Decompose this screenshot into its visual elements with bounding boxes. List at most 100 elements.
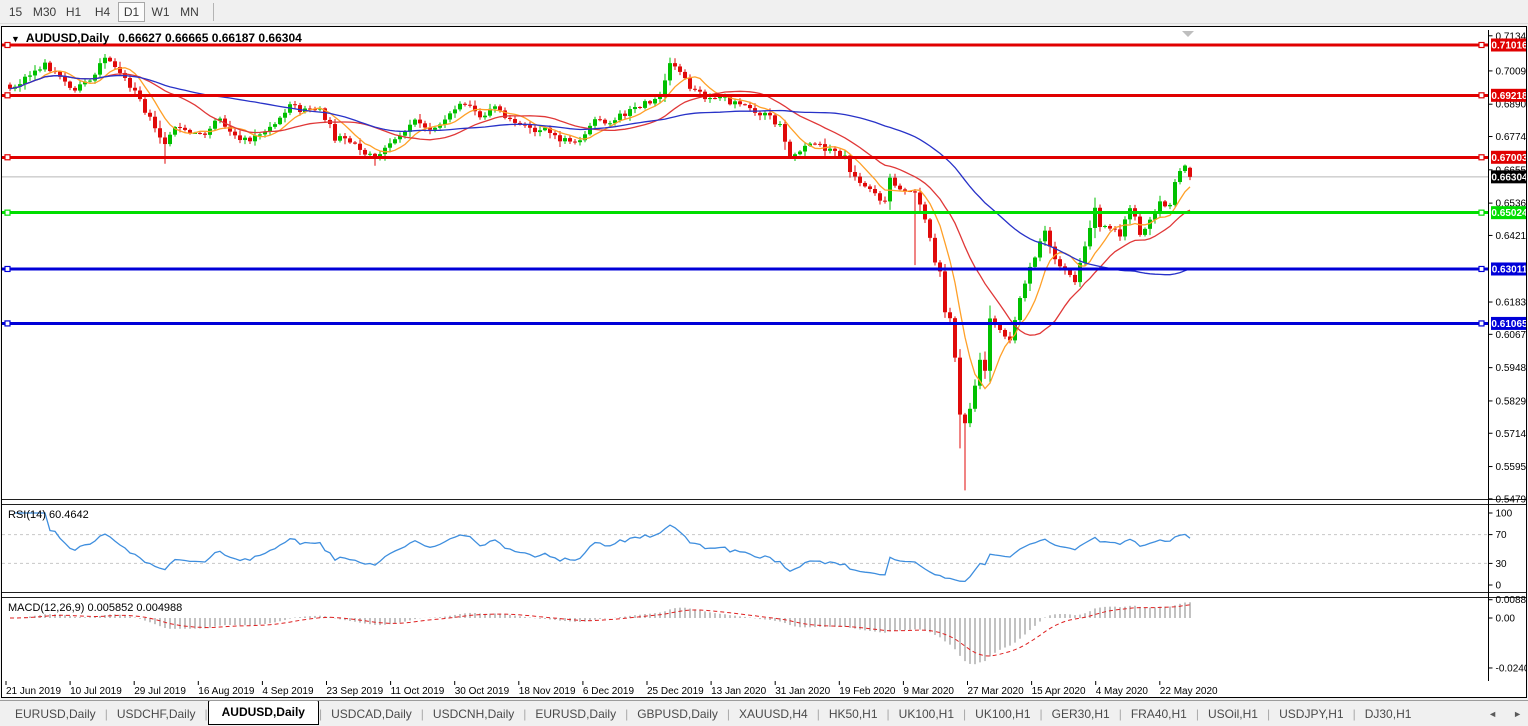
candle-body <box>238 135 242 141</box>
candle-body <box>638 106 642 108</box>
timeframe-button-h4[interactable]: H4 <box>94 4 111 19</box>
candle-body <box>113 61 117 67</box>
hline-0.71016[interactable] <box>2 41 1489 49</box>
pane-divider[interactable] <box>2 499 1526 505</box>
candle-body <box>243 137 247 141</box>
candle-body <box>933 237 937 263</box>
chart-tab-uk100-h1[interactable]: UK100,H1 <box>975 706 1031 721</box>
hline-handle[interactable] <box>4 41 11 49</box>
timeframe-button-15[interactable]: 15 <box>8 4 23 19</box>
candle-body <box>338 136 342 141</box>
candle-body <box>183 127 187 130</box>
candle-body <box>808 143 812 146</box>
timeframe-button-w1[interactable]: W1 <box>151 4 170 19</box>
chart-canvas[interactable]: 0.713450.700900.689000.677450.665550.653… <box>2 27 1528 697</box>
chart-tab-gbpusd-daily[interactable]: GBPUSD,Daily <box>637 706 718 721</box>
candle-body <box>128 77 132 88</box>
candle-body <box>858 176 862 183</box>
tab-separator: | <box>318 706 323 721</box>
hline-handle[interactable] <box>1478 41 1485 49</box>
candle-body <box>663 80 667 95</box>
candle-body <box>258 134 262 136</box>
axis-tick-label: 0.71345 <box>1496 31 1527 42</box>
tabs-scroll-right-icon[interactable]: ► <box>1513 709 1522 719</box>
hline-0.63011[interactable] <box>2 265 1489 273</box>
candle-body <box>878 193 882 201</box>
chart-tab-usdcad-daily[interactable]: USDCAD,Daily <box>331 706 412 721</box>
candle-body <box>333 124 337 141</box>
chart-tab-usdchf-daily[interactable]: USDCHF,Daily <box>116 706 196 721</box>
chart-tab-fra40-h1[interactable]: FRA40,H1 <box>1130 706 1187 721</box>
hline-0.61065[interactable] <box>2 320 1489 327</box>
timeframe-button-h1[interactable]: H1 <box>65 4 82 19</box>
hline-handle[interactable] <box>4 154 11 161</box>
chart-tab-usdjpy-h1[interactable]: USDJPY,H1 <box>1279 706 1344 721</box>
hline-handle[interactable] <box>1478 265 1485 273</box>
candle-body <box>33 70 37 76</box>
timeframe-button-m30[interactable]: M30 <box>32 4 57 19</box>
hline-handle[interactable] <box>1478 154 1485 161</box>
chart-tab-eurusd-daily[interactable]: EURUSD,Daily <box>535 706 617 721</box>
chart-tab-eurusd-daily[interactable]: EURUSD,Daily <box>15 706 96 721</box>
candle-body <box>438 124 442 128</box>
date-label: 16 Aug 2019 <box>198 686 255 697</box>
candle-body <box>203 133 207 135</box>
candle-body <box>553 132 557 136</box>
hline-handle[interactable] <box>1478 209 1485 216</box>
candle-body <box>358 143 362 150</box>
timeframe-button-mn[interactable]: MN <box>180 4 199 19</box>
candle-body <box>698 89 702 92</box>
chart-tab-ger30-h1[interactable]: GER30,H1 <box>1051 706 1110 721</box>
candle-body <box>248 137 252 142</box>
candle-body <box>198 132 202 134</box>
candle-body <box>108 57 112 62</box>
candle-body <box>1173 182 1177 205</box>
tab-separator: | <box>963 706 967 721</box>
chart-tab-dj30-h1[interactable]: DJ30,H1 <box>1364 706 1412 721</box>
hline-0.65024[interactable] <box>2 209 1489 216</box>
candle-body <box>893 177 897 186</box>
price-level-badge <box>1491 88 1528 102</box>
pane-divider[interactable] <box>2 592 1526 598</box>
hline-0.67003[interactable] <box>2 154 1489 161</box>
hline-handle[interactable] <box>4 265 11 273</box>
chart-tab-usoil-h1[interactable]: USOil,H1 <box>1207 706 1258 721</box>
candle-body <box>528 125 532 128</box>
chart-tab-xauusd-h4[interactable]: XAUUSD,H4 <box>739 706 808 721</box>
chart-tab-hk50-h1[interactable]: HK50,H1 <box>828 706 878 721</box>
axis-tick-label: -0.02408 <box>1496 663 1527 674</box>
timeframe-button-d1[interactable]: D1 <box>118 1 145 22</box>
candle-body <box>988 318 992 371</box>
candle-body <box>593 119 597 126</box>
candle-body <box>1148 219 1152 229</box>
tabs-scroll-left-icon[interactable]: ◄ <box>1488 709 1498 719</box>
candle-body <box>253 135 257 142</box>
candle-body <box>713 98 717 100</box>
hline-handle[interactable] <box>1478 92 1485 99</box>
candle-body <box>803 145 807 152</box>
chart-tab-usdcnh-daily[interactable]: USDCNH,Daily <box>432 706 515 721</box>
candle-body <box>918 192 922 205</box>
candle-body <box>323 108 327 120</box>
candle-body <box>683 71 687 79</box>
chart-window: 0.713450.700900.689000.677450.665550.653… <box>1 26 1528 698</box>
hline-handle[interactable] <box>4 320 11 327</box>
candle-body <box>558 135 562 142</box>
hline-handle[interactable] <box>4 92 11 99</box>
ma-fast-line <box>9 67 1191 390</box>
candle-body <box>938 262 942 272</box>
hline-handle[interactable] <box>4 209 11 216</box>
hline-0.69218[interactable] <box>2 92 1489 99</box>
chart-tab-uk100-h1[interactable]: UK100,H1 <box>898 706 955 721</box>
candle-body <box>913 191 917 193</box>
candle-body <box>1188 167 1192 177</box>
hline-handle[interactable] <box>1478 320 1485 327</box>
axis-tick-label: 0.58295 <box>1496 396 1527 407</box>
candle-body <box>393 139 397 144</box>
candle-body <box>1028 266 1032 284</box>
candle-body <box>758 112 762 116</box>
symbol-dropdown-icon[interactable]: ▼ <box>11 34 20 44</box>
chart-shift-marker-icon[interactable] <box>1182 31 1194 37</box>
chart-tab-audusd-daily[interactable]: AUDUSD,Daily <box>207 701 319 725</box>
